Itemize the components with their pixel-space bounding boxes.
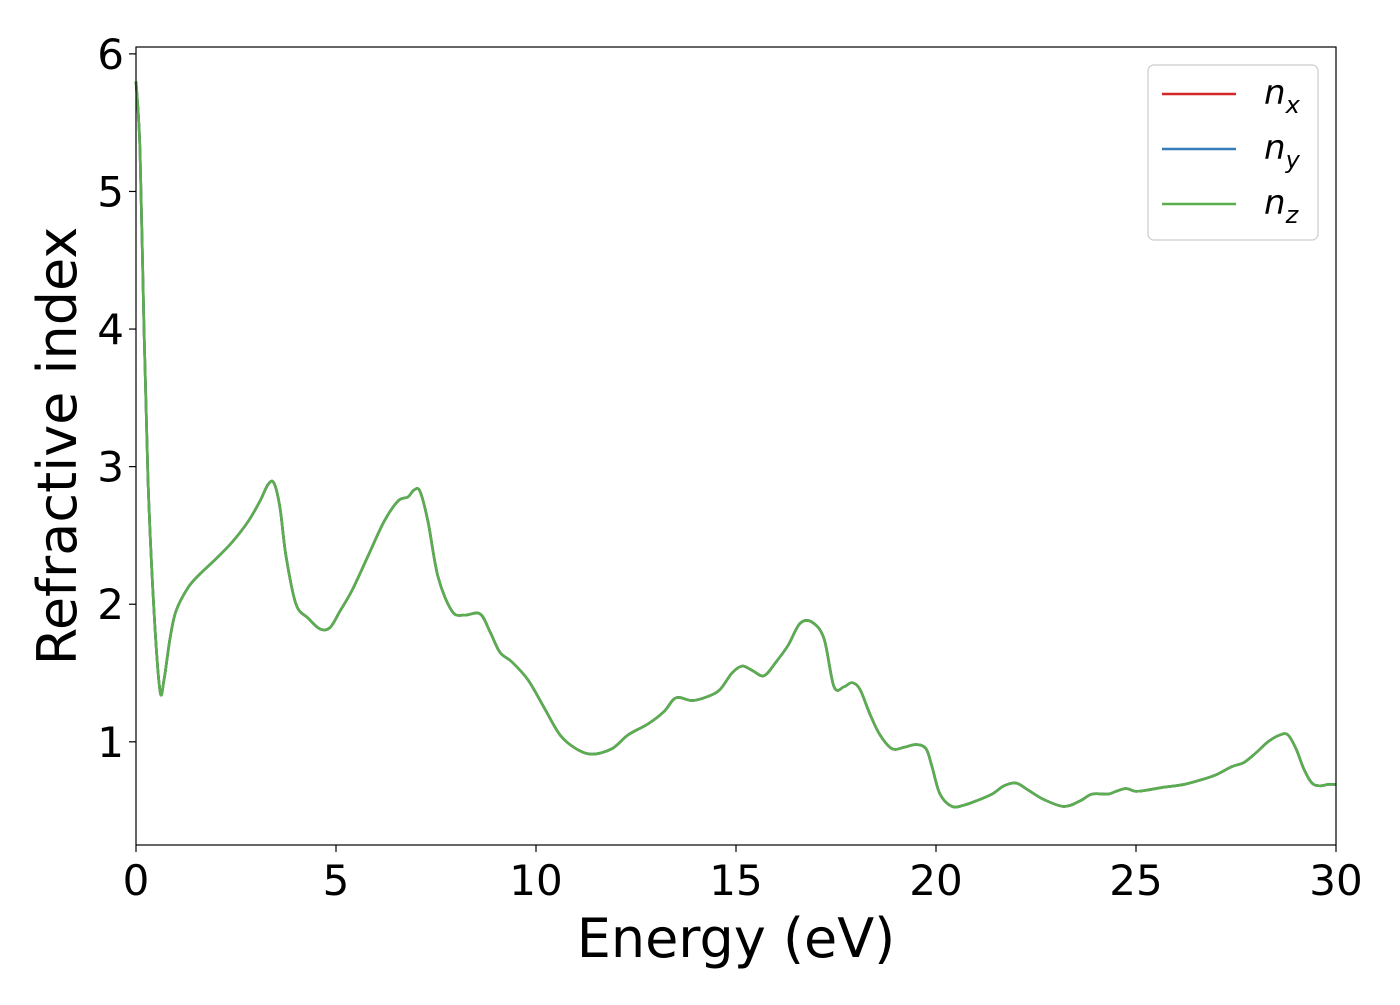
legend-box — [1147, 64, 1319, 241]
x-tick-label: 10 — [509, 856, 562, 905]
y-tick-label: 3 — [97, 443, 124, 492]
y-tick-label: 1 — [97, 718, 124, 767]
y-axis-label: Refractive index — [26, 227, 89, 666]
x-tick-label: 30 — [1309, 856, 1362, 905]
y-tick-label: 5 — [97, 167, 124, 216]
x-tick-label: 25 — [1109, 856, 1162, 905]
x-tick-label: 15 — [709, 856, 762, 905]
y-tick-label: 2 — [97, 580, 124, 629]
series-layer — [134, 81, 1337, 809]
series-line-nz — [134, 81, 1337, 809]
y-tick-label: 4 — [97, 305, 124, 354]
x-tick-label: 5 — [323, 856, 350, 905]
x-axis-label: Energy (eV) — [577, 907, 896, 970]
y-tick-label: 6 — [97, 30, 124, 79]
x-tick-label: 20 — [909, 856, 962, 905]
ticks-layer: 0 5 10 15 20 25 30 1 2 3 4 5 6 — [97, 30, 1362, 905]
x-tick-label: 0 — [123, 856, 150, 905]
